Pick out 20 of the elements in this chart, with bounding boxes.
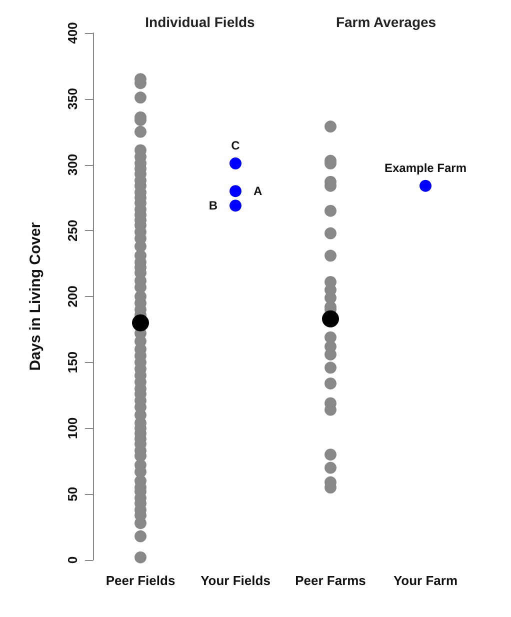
text: Individual Fields xyxy=(145,14,256,30)
x-tick-label: Peer Fields xyxy=(106,573,176,588)
y-tick-label: 50 xyxy=(65,486,80,502)
y-tick-label: 0 xyxy=(65,556,80,564)
text: Farm Averages xyxy=(336,14,436,30)
annotation: A xyxy=(254,184,262,198)
y-tick-label: 200 xyxy=(65,286,80,308)
x-tick-label: Your Fields xyxy=(200,573,270,588)
x-tick-label: Peer Farms xyxy=(295,573,366,588)
y-tick-label: 250 xyxy=(65,220,80,242)
y-tick-label: 150 xyxy=(65,352,80,374)
annotation: C xyxy=(231,138,240,152)
y-axis-title: Days in Living Cover xyxy=(27,222,44,371)
y-tick-label: 400 xyxy=(65,22,80,44)
annotation: Example Farm xyxy=(384,160,467,175)
x-tick-label: Your Farm xyxy=(393,573,458,588)
y-tick-label: 100 xyxy=(65,417,80,440)
y-tick-label: 300 xyxy=(65,154,80,176)
y-tick-label: 350 xyxy=(65,88,80,110)
annotation: B xyxy=(208,198,218,213)
